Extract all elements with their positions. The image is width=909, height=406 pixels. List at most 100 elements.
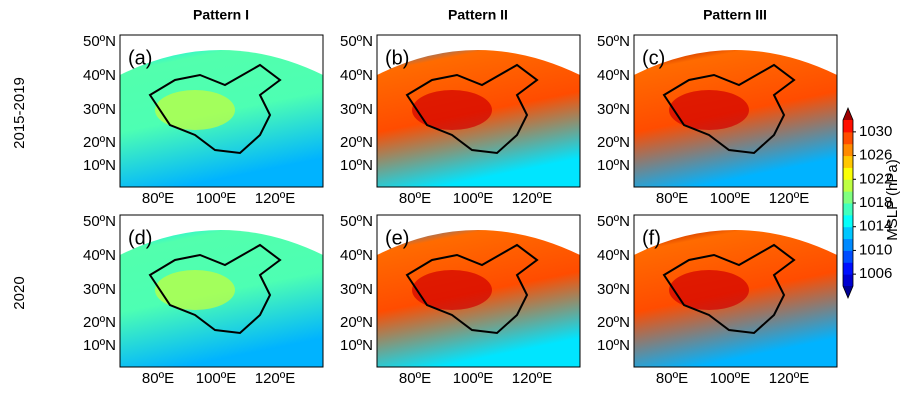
row-label: 2020 [11, 276, 28, 309]
colorbar-tick-label: 1026 [859, 147, 892, 164]
row-label: 2015-2019 [11, 77, 28, 149]
lat-tick-label: 10ºN [597, 337, 630, 354]
colorbar-segment [843, 274, 853, 287]
lon-tick-label: 120ºE [769, 370, 810, 387]
lat-tick-label: 20ºN [597, 134, 630, 151]
china-outline [662, 63, 796, 155]
lat-tick-label: 30ºN [340, 281, 373, 298]
colorbar-extend-low [843, 286, 853, 298]
lat-tick-label: 50ºN [597, 213, 630, 230]
column-title: Pattern II [448, 7, 508, 23]
lat-tick-label: 20ºN [83, 134, 116, 151]
lat-tick-label: 10ºN [83, 157, 116, 174]
lat-tick-label: 30ºN [340, 101, 373, 118]
colorbar-tick-label: 1010 [859, 241, 892, 258]
panel-letter: (d) [128, 227, 152, 249]
lon-tick-label: 120ºE [255, 190, 296, 207]
lat-tick-label: 20ºN [340, 134, 373, 151]
colorbar-extend-high [843, 108, 853, 120]
lat-tick-label: 40ºN [83, 247, 116, 264]
colorbar-label: MSLP (hPa) [884, 159, 901, 240]
high-pressure-core [412, 270, 492, 310]
lat-tick-label: 30ºN [597, 281, 630, 298]
lat-tick-label: 20ºN [597, 314, 630, 331]
map-panel: (e) 50ºN 40ºN 30ºN 20ºN 10ºN 80ºE 100ºE 120ºE [340, 213, 581, 387]
lat-tick-label: 50ºN [340, 33, 373, 50]
colorbar-segment [843, 214, 853, 228]
lon-tick-label: 120ºE [255, 370, 296, 387]
lat-tick-label: 40ºN [597, 67, 630, 84]
china-outline [662, 243, 796, 335]
lat-tick-label: 10ºN [340, 157, 373, 174]
map-panel: (c) 50ºN 40ºN 30ºN 20ºN 10ºN 80ºE 100ºE 120ºE [597, 33, 838, 207]
panel-letter: (e) [385, 227, 409, 249]
lon-tick-label: 100ºE [710, 190, 751, 207]
china-outline [148, 63, 282, 155]
colorbar-segment [843, 143, 853, 157]
colorbar-frame [842, 106, 854, 300]
panel-letter: (c) [642, 47, 665, 69]
panel-letter: (f) [642, 227, 661, 249]
lon-tick-label: 120ºE [512, 190, 553, 207]
panel-letter: (a) [128, 47, 152, 69]
colorbar-segment [843, 250, 853, 263]
lon-tick-label: 120ºE [512, 370, 553, 387]
panel-frame [376, 34, 581, 188]
column-title: Pattern I [193, 7, 249, 23]
colorbar-tick-label: 1022 [859, 170, 892, 187]
lon-tick-label: 80ºE [142, 190, 174, 207]
lat-tick-label: 40ºN [597, 247, 630, 264]
panel-frame [376, 214, 581, 368]
lat-tick-label: 20ºN [83, 314, 116, 331]
colorbar-segment [843, 262, 853, 275]
lon-tick-label: 100ºE [453, 190, 494, 207]
lon-tick-label: 80ºE [399, 370, 431, 387]
lat-tick-label: 30ºN [597, 101, 630, 118]
lat-tick-label: 40ºN [83, 67, 116, 84]
lat-tick-label: 50ºN [597, 33, 630, 50]
colorbar-segment [843, 179, 853, 192]
lon-tick-label: 100ºE [196, 370, 237, 387]
high-pressure-core [669, 270, 749, 310]
high-pressure-core [155, 270, 235, 310]
colorbar-segment [843, 191, 853, 204]
china-outline [405, 63, 539, 155]
colorbar-segment [843, 238, 853, 251]
panel-frame [633, 34, 838, 188]
map-panel: (a) 50ºN 40ºN 30ºN 20ºN 10ºN 80ºE 100ºE 120ºE [83, 33, 324, 207]
colorbar-segment [843, 120, 853, 133]
lat-tick-label: 10ºN [597, 157, 630, 174]
lon-tick-label: 80ºE [656, 370, 688, 387]
colorbar-tick-label: 1014 [859, 218, 892, 235]
lat-tick-label: 50ºN [340, 213, 373, 230]
map-panel: (b) 50ºN 40ºN 30ºN 20ºN 10ºN 80ºE 100ºE 120ºE [340, 33, 581, 207]
column-title: Pattern III [703, 7, 767, 23]
map-panel: (f) 50ºN 40ºN 30ºN 20ºN 10ºN 80ºE 100ºE 120ºE [597, 213, 838, 387]
lon-tick-label: 120ºE [769, 190, 810, 207]
panel-frame [633, 214, 838, 368]
lon-tick-label: 100ºE [453, 370, 494, 387]
lat-tick-label: 10ºN [340, 337, 373, 354]
colorbar-tick-label: 1006 [859, 265, 892, 282]
lon-tick-label: 100ºE [196, 190, 237, 207]
lon-tick-label: 100ºE [710, 370, 751, 387]
colorbar-segment [843, 167, 853, 180]
lat-tick-label: 30ºN [83, 101, 116, 118]
colorbar-segment [843, 155, 853, 168]
lat-tick-label: 50ºN [83, 33, 116, 50]
colorbar-tick-label: 1030 [859, 123, 892, 140]
colorbar-segment [843, 131, 853, 145]
map-panel: (d) 50ºN 40ºN 30ºN 20ºN 10ºN 80ºE 100ºE 120ºE [83, 213, 324, 387]
panel-frame [119, 34, 324, 188]
high-pressure-core [155, 90, 235, 130]
lat-tick-label: 20ºN [340, 314, 373, 331]
panel-letter: (b) [385, 47, 409, 69]
lon-tick-label: 80ºE [656, 190, 688, 207]
china-outline [405, 243, 539, 335]
lon-tick-label: 80ºE [142, 370, 174, 387]
lat-tick-label: 10ºN [83, 337, 116, 354]
lat-tick-label: 50ºN [83, 213, 116, 230]
colorbar-tick-label: 1018 [859, 194, 892, 211]
lat-tick-label: 40ºN [340, 67, 373, 84]
